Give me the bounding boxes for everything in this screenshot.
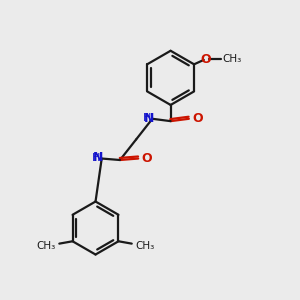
Text: H: H	[142, 113, 151, 123]
Text: O: O	[200, 52, 211, 65]
Text: O: O	[192, 112, 203, 125]
Text: CH₃: CH₃	[37, 241, 56, 251]
Text: O: O	[142, 152, 152, 165]
Text: CH₃: CH₃	[222, 54, 241, 64]
Text: N: N	[144, 112, 154, 125]
Text: N: N	[93, 152, 104, 164]
Text: H: H	[92, 153, 100, 163]
Text: CH₃: CH₃	[135, 241, 154, 251]
